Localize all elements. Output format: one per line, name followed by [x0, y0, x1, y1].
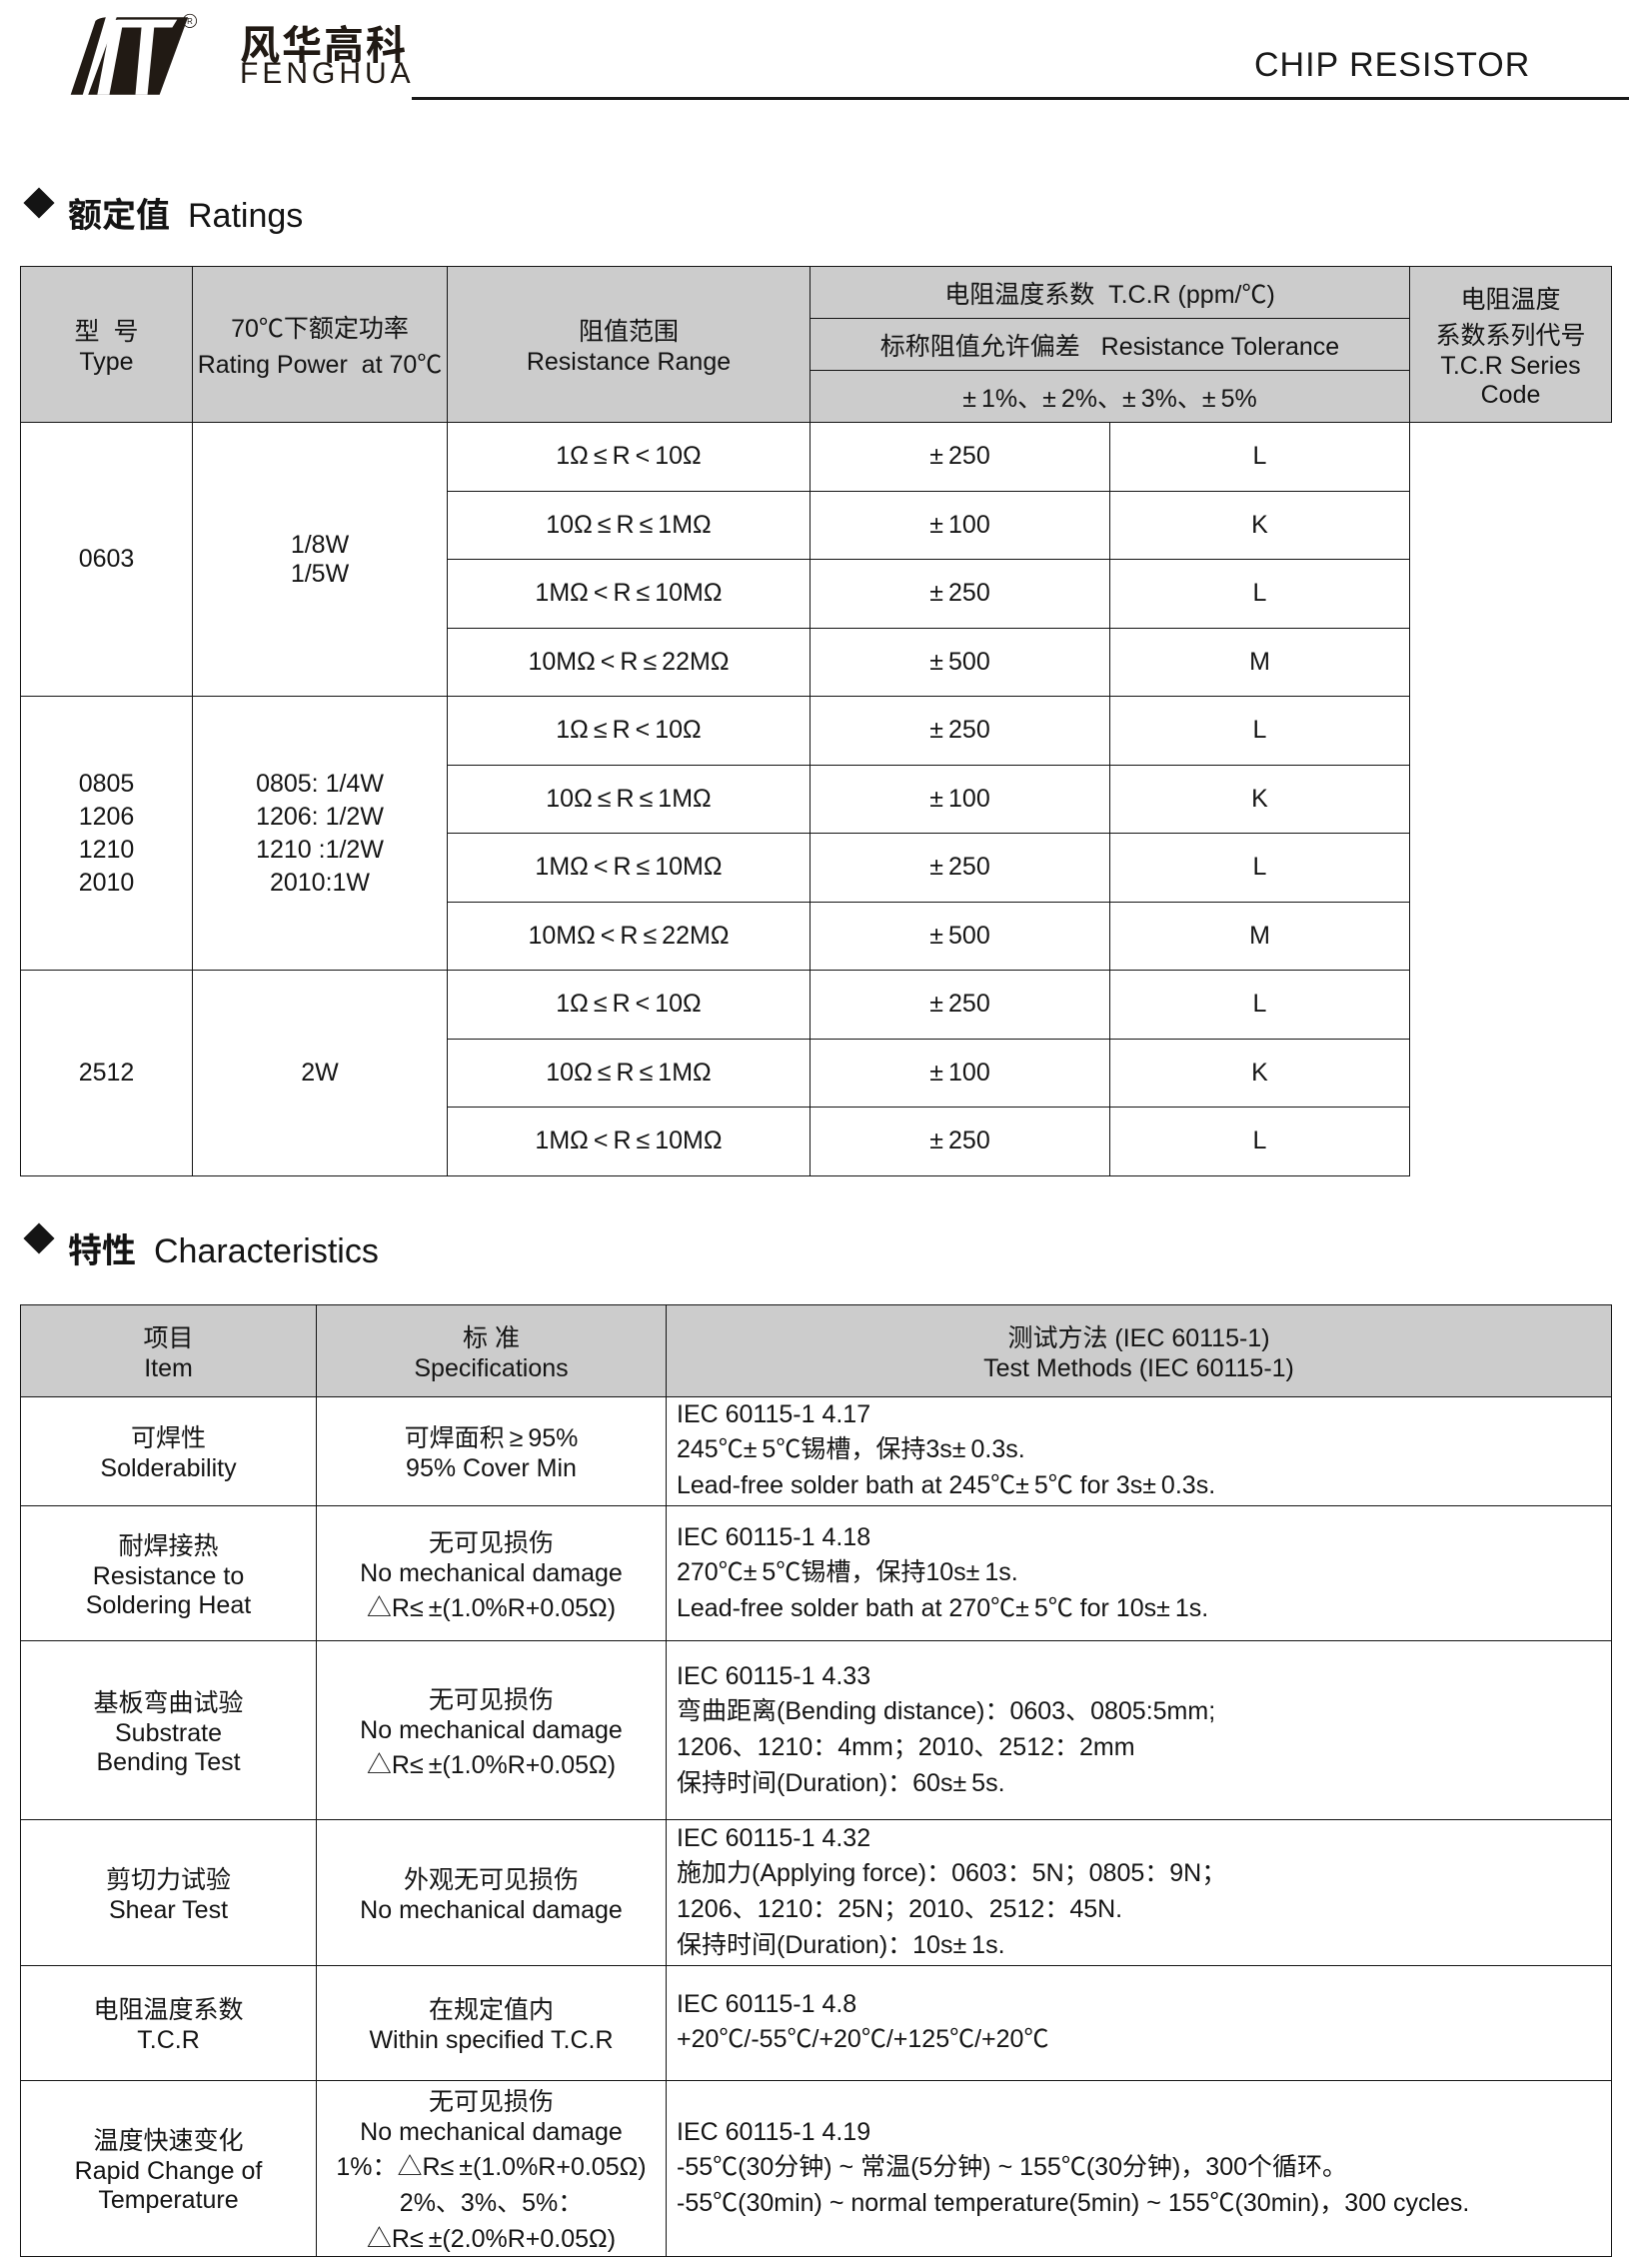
svg-text:R: R — [187, 17, 193, 26]
